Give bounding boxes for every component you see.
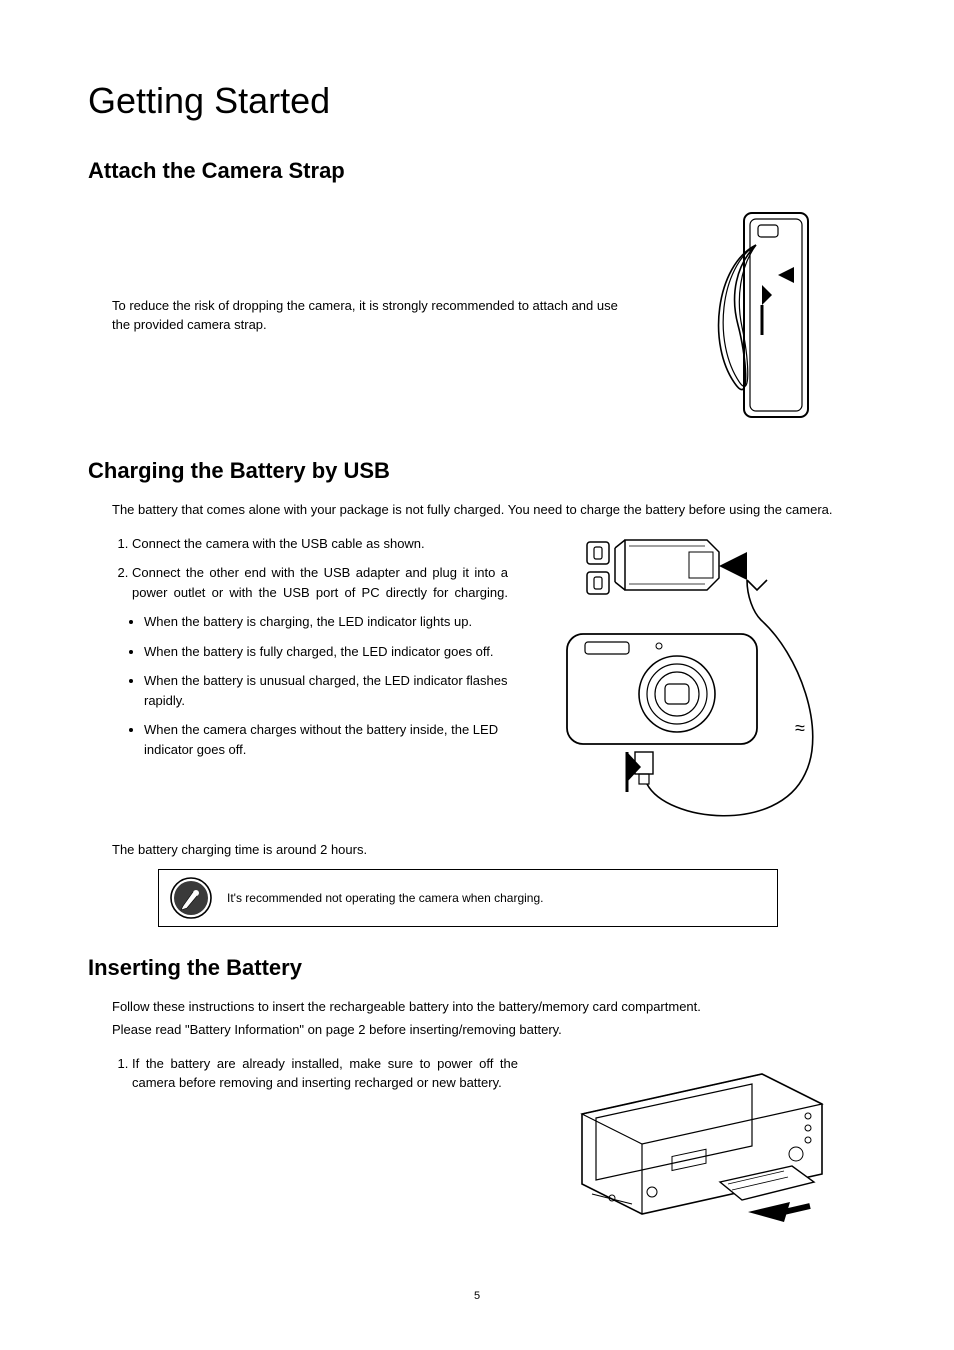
camera-usb-charging-icon: ≈ [547,534,847,834]
charging-bullet: When the battery is charging, the LED in… [144,612,508,632]
note-text: It's recommended not operating the camer… [227,891,543,905]
insert-text: If the battery are already installed, ma… [88,1054,518,1234]
pin-note-icon [169,876,213,920]
charging-bullets: When the battery is charging, the LED in… [112,612,508,759]
insert-line2: Please read "Battery Information" on pag… [112,1020,866,1040]
charging-text: Connect the camera with the USB cable as… [88,534,508,834]
note-box: It's recommended not operating the camer… [158,869,778,927]
charging-bullet: When the battery is unusual charged, the… [144,671,508,710]
charging-illustration: ≈ [528,534,866,834]
section-attach-strap: Attach the Camera Strap To reduce the ri… [88,158,866,430]
heading-insert: Inserting the Battery [88,955,866,981]
charging-bullet: When the camera charges without the batt… [144,720,508,759]
insert-steps: If the battery are already installed, ma… [112,1054,518,1093]
strap-row: To reduce the risk of dropping the camer… [88,200,866,430]
page-number: 5 [0,1290,954,1302]
camera-battery-door-icon [552,1054,852,1234]
charging-step1: Connect the camera with the USB cable as… [132,534,508,554]
camera-strap-icon [686,205,826,425]
heading-attach-strap: Attach the Camera Strap [88,158,866,184]
charging-row: Connect the camera with the USB cable as… [88,534,866,834]
svg-text:≈: ≈ [795,718,805,738]
insert-step1: If the battery are already installed, ma… [132,1054,518,1093]
section-insert-battery: Inserting the Battery Follow these instr… [88,955,866,1234]
charging-time: The battery charging time is around 2 ho… [112,842,866,857]
note-icon [169,876,213,920]
insert-illustration [538,1054,866,1234]
heading-charging: Charging the Battery by USB [88,458,866,484]
charging-steps: Connect the camera with the USB cable as… [112,534,508,603]
charging-intro: The battery that comes alone with your p… [112,500,866,520]
charging-step2: Connect the other end with the USB adapt… [132,563,508,602]
insert-line1: Follow these instructions to insert the … [112,997,866,1017]
manual-page: Getting Started Attach the Camera Strap … [0,0,954,1350]
section-charging: Charging the Battery by USB The battery … [88,458,866,927]
strap-body: To reduce the risk of dropping the camer… [88,296,622,335]
strap-illustration [646,200,866,430]
page-title: Getting Started [88,80,866,122]
charging-bullet: When the battery is fully charged, the L… [144,642,508,662]
insert-row: If the battery are already installed, ma… [88,1054,866,1234]
